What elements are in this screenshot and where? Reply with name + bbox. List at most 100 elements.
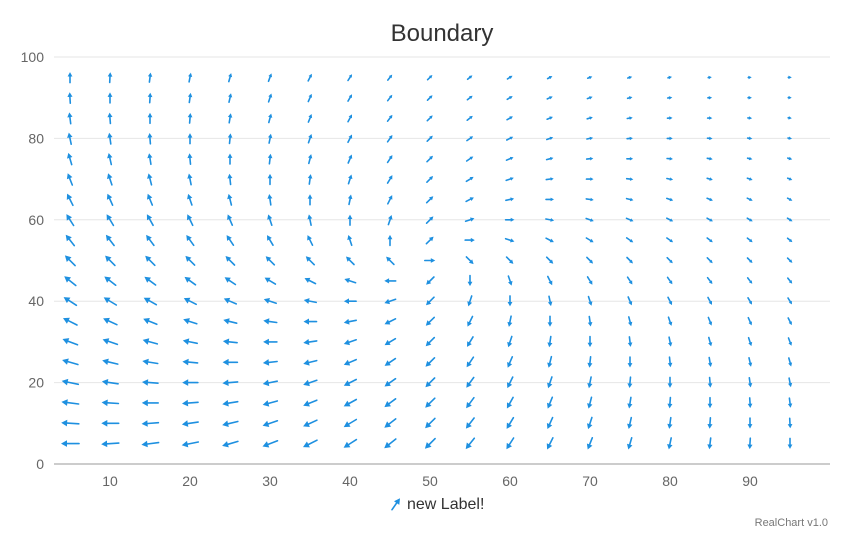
vector-arrow [222, 440, 239, 448]
vector-arrow [506, 416, 515, 429]
vector-arrow [384, 438, 397, 449]
vector-arrow [547, 335, 553, 348]
vector-arrow [466, 115, 473, 121]
vector-arrow [426, 75, 433, 81]
vector-arrow [666, 96, 673, 100]
vector-arrow [747, 316, 752, 326]
vector-arrow [384, 418, 397, 428]
vector-arrow [667, 356, 673, 368]
vector-arrow [303, 379, 318, 387]
vector-arrow [707, 356, 713, 367]
vector-arrow [386, 135, 393, 143]
vector-arrow [587, 396, 593, 409]
vector-arrow [304, 277, 317, 285]
vector-arrow [224, 277, 237, 286]
vector-arrow [343, 358, 358, 366]
vector-arrow [347, 235, 353, 247]
vector-arrow [262, 439, 279, 448]
vector-arrow [102, 338, 119, 346]
vector-arrow [62, 358, 79, 366]
vector-arrow [505, 177, 514, 182]
vector-arrow [303, 359, 318, 366]
vector-arrow [187, 113, 193, 124]
vector-arrow [187, 92, 193, 104]
vector-arrow [227, 133, 233, 145]
vector-arrow [103, 297, 118, 306]
vector-arrow [746, 237, 753, 243]
vector-arrow [747, 116, 753, 120]
vector-arrow [666, 136, 673, 141]
vector-arrow [625, 217, 634, 222]
vector-arrow [627, 396, 633, 409]
vector-arrow [307, 235, 314, 246]
vector-arrow [425, 236, 434, 245]
vector-arrow [262, 400, 279, 407]
vector-arrow [186, 235, 195, 247]
vector-arrow [347, 74, 352, 82]
vector-arrow [787, 136, 792, 140]
vector-arrow [303, 318, 318, 325]
vector-arrow [425, 316, 436, 326]
vector-arrow [506, 396, 514, 409]
vector-arrow [425, 216, 434, 224]
vector-arrow [507, 376, 514, 389]
y-tick-label: 20 [28, 375, 44, 391]
vector-arrow [343, 318, 358, 325]
legend[interactable]: new Label! [391, 496, 484, 513]
vector-arrow [146, 214, 154, 227]
x-tick-label: 10 [102, 473, 118, 489]
vector-arrow [746, 257, 753, 263]
vector-arrow [101, 440, 120, 448]
x-tick-label: 60 [502, 473, 518, 489]
vector-arrow [141, 399, 159, 407]
vector-arrow [746, 136, 753, 140]
vector-arrow [666, 177, 674, 181]
vector-arrow [101, 379, 119, 386]
y-tick-label: 80 [28, 130, 44, 146]
vector-arrow [307, 73, 312, 82]
vector-arrow [147, 72, 153, 83]
y-tick-label: 40 [28, 293, 44, 309]
vector-arrow [746, 177, 753, 181]
vector-arrow [504, 237, 515, 243]
vector-arrow [386, 256, 395, 266]
vector-arrow [142, 379, 159, 386]
vector-arrow [182, 338, 198, 345]
vector-arrow [61, 378, 80, 386]
vector-arrow [466, 356, 475, 368]
chart-title: Boundary [391, 20, 494, 47]
vector-arrow [466, 75, 473, 81]
vector-arrow [747, 336, 753, 347]
vector-arrow [187, 193, 193, 206]
vector-arrow [107, 92, 113, 104]
vector-arrow [147, 193, 154, 206]
y-tick-label: 60 [28, 212, 44, 228]
vector-arrow [147, 92, 153, 104]
vector-arrow [187, 173, 193, 186]
vector-arrow [343, 378, 358, 386]
vector-arrow [106, 214, 115, 227]
vector-arrow [586, 96, 593, 100]
vector-arrow [706, 136, 713, 141]
vector-arrow [386, 114, 393, 122]
vector-arrow [425, 397, 436, 408]
vector-arrow [787, 337, 792, 346]
vector-arrow [67, 72, 73, 84]
vector-arrow [426, 115, 433, 122]
vector-arrow [387, 215, 393, 226]
vector-arrow [426, 155, 433, 163]
vector-arrow [142, 358, 159, 366]
vector-arrow [707, 437, 713, 450]
vector-arrow [626, 75, 633, 80]
vector-arrow [188, 72, 193, 83]
vector-arrow [268, 133, 273, 144]
vector-arrow [63, 297, 78, 307]
vector-arrow [707, 396, 713, 409]
vector-arrow [61, 419, 80, 427]
vector-arrow [384, 377, 397, 387]
vector-arrow [786, 277, 793, 284]
vector-arrow [587, 416, 593, 430]
vector-arrow [464, 237, 475, 243]
vector-arrow [62, 338, 79, 346]
vector-arrow [666, 256, 673, 264]
